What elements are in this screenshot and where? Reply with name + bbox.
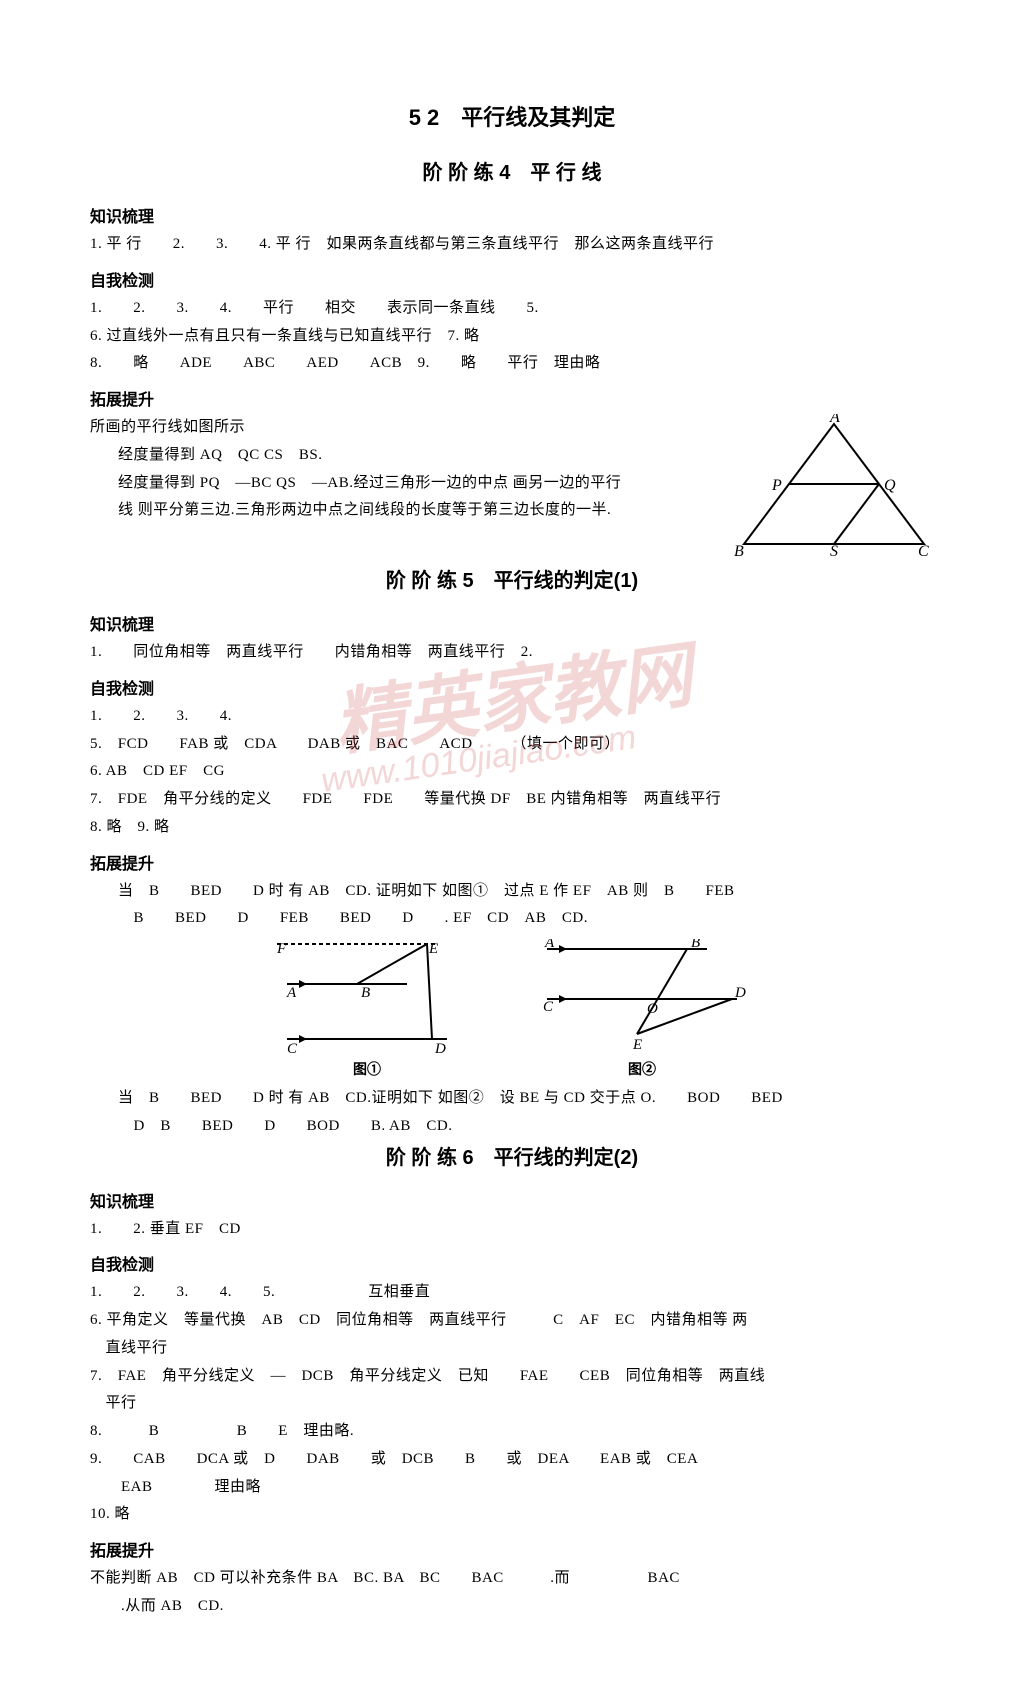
fig2: A B C O D E 图② [537,939,747,1079]
sec5-h1: 知识梳理 [90,611,934,635]
sec5-l3: 5. FCD FAB 或 CDA DAB 或 BAC ACD （填一个即可） [90,731,934,759]
sec5-title: 阶 阶 练 5 平行线的判定(1) [90,564,934,593]
svg-text:C: C [287,1041,298,1054]
svg-text:O: O [647,1001,658,1017]
triangle-figure: A P Q B S C [734,414,934,564]
fig1-caption: 图① [277,1059,457,1079]
sec5-l4: 6. AB CD EF CG [90,758,934,786]
sec4-h2: 自我检测 [90,267,934,291]
sec6-l2: 1. 2. 3. 4. 5. 互相垂直 [90,1279,934,1307]
sec6-h1: 知识梳理 [90,1188,934,1212]
sec4-l2: 1. 2. 3. 4. 平行 相交 表示同一条直线 5. [90,295,934,323]
sec4-h3: 拓展提升 [90,386,934,410]
sec6-l9: .从而 AB CD. [90,1593,934,1621]
lbl-S: S [830,543,838,559]
sec6-h2: 自我检测 [90,1251,934,1275]
sec5-l9: 当 B BED D 时 有 AB CD.证明如下 如图② 设 BE 与 CD 交… [90,1085,934,1113]
svg-text:D: D [734,985,746,1001]
sec6-l1: 1. 2. 垂直 EF CD [90,1216,934,1244]
sec5-l6: 8. 略 9. 略 [90,814,934,842]
sec4-l4: 8. 略 ADE ABC AED ACB 9. 略 平行 理由略 [90,350,934,378]
sec5-l7: 当 B BED D 时 有 AB CD. 证明如下 如图① 过点 E 作 EF … [90,878,934,906]
lbl-A: A [829,414,840,426]
sec5-l2: 1. 2. 3. 4. [90,703,934,731]
lbl-B: B [734,543,744,559]
sec6-l8: 不能判断 AB CD 可以补充条件 BA BC. BA BC BAC .而 BA… [90,1565,934,1593]
svg-text:A: A [286,985,297,1001]
svg-text:B: B [361,985,370,1001]
sec5-l1: 1. 同位角相等 两直线平行 内错角相等 两直线平行 2. [90,639,934,667]
sec6-l6: 9. CAB DCA 或 D DAB 或 DCB B 或 DEA EAB 或 C… [90,1446,934,1474]
sec4-title: 阶 阶 练 4 平 行 线 [90,156,934,185]
svg-text:F: F [277,941,287,957]
sec6-l3b: 直线平行 [90,1335,934,1363]
sec6-l6b: EAB 理由略 [90,1474,934,1502]
figure-row: F E A B C D 图① A B C O D E 图② [90,939,934,1079]
lbl-Q: Q [884,477,896,494]
sec6-title: 阶 阶 练 6 平行线的判定(2) [90,1141,934,1170]
sec4-h1: 知识梳理 [90,203,934,227]
svg-text:B: B [691,939,700,951]
sec5-h2: 自我检测 [90,675,934,699]
svg-text:D: D [434,1041,446,1054]
sec4-l3: 6. 过直线外一点有且只有一条直线与已知直线平行 7. 略 [90,323,934,351]
sec4-l1: 1. 平 行 2. 3. 4. 平 行 如果两条直线都与第三条直线平行 那么这两… [90,231,934,259]
svg-text:C: C [543,999,554,1015]
main-title: 5 2 平行线及其判定 [90,100,934,132]
sec5-h3: 拓展提升 [90,850,934,874]
sec6-l4: 7. FAE 角平分线定义 — DCB 角平分线定义 已知 FAE CEB 同位… [90,1363,934,1391]
svg-text:E: E [632,1037,642,1053]
sec6-l3: 6. 平角定义 等量代换 AB CD 同位角相等 两直线平行 C AF EC 内… [90,1307,934,1335]
sec5-l10: D B BED D BOD B. AB CD. [90,1113,934,1141]
sec6-l4b: 平行 [90,1390,934,1418]
svg-text:A: A [544,939,555,951]
lbl-C: C [918,543,929,559]
sec6-l7: 10. 略 [90,1501,934,1529]
svg-text:E: E [428,941,438,957]
lbl-P: P [771,477,782,494]
sec6-l5: 8. B B E 理由略. [90,1418,934,1446]
fig1: F E A B C D 图① [277,939,457,1079]
sec5-l8: B BED D FEB BED D . EF CD AB CD. [90,905,934,933]
sec5-l5: 7. FDE 角平分线的定义 FDE FDE 等量代换 DF BE 内错角相等 … [90,786,934,814]
fig2-caption: 图② [537,1059,747,1079]
sec6-h3: 拓展提升 [90,1537,934,1561]
